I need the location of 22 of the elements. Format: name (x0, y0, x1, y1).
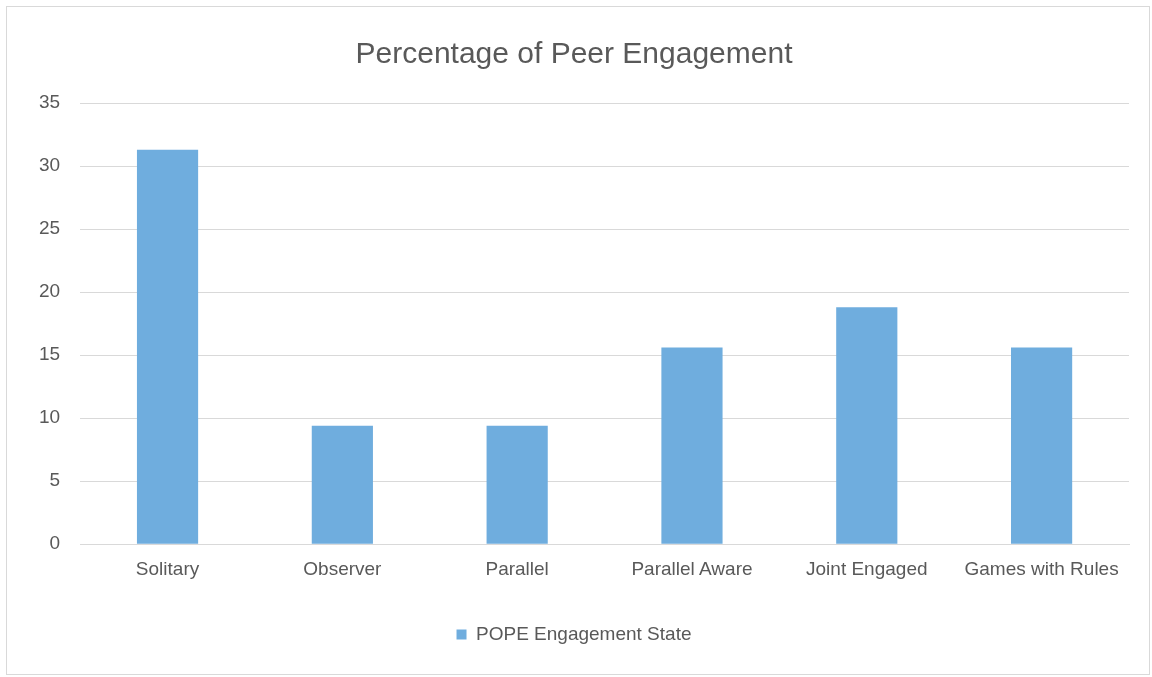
y-tick-label: 35 (38, 91, 61, 113)
bar (486, 425, 548, 544)
bar (311, 425, 373, 544)
y-tick-label: 30 (38, 154, 61, 176)
x-tick-label: Observer (303, 557, 383, 579)
x-tick-label: Solitary (135, 557, 200, 579)
bar (136, 149, 199, 544)
bar (1011, 347, 1073, 544)
x-tick-label: Parallel (485, 557, 549, 579)
y-tick-label: 15 (38, 343, 61, 365)
y-tick-label: 25 (38, 217, 61, 239)
x-tick-label: Joint Engaged (806, 557, 928, 579)
y-tick-label: 5 (49, 469, 61, 491)
chart-title: Percentage of Peer Engagement (355, 36, 794, 70)
y-tick-label: 10 (38, 406, 61, 428)
y-tick-label: 0 (49, 532, 61, 554)
bar (836, 307, 898, 544)
bar (661, 347, 723, 544)
y-tick-label: 20 (38, 280, 61, 302)
legend-label: POPE Engagement State (476, 622, 692, 644)
x-tick-label: Parallel Aware (631, 557, 753, 579)
x-tick-label: Games with Rules (964, 557, 1119, 579)
